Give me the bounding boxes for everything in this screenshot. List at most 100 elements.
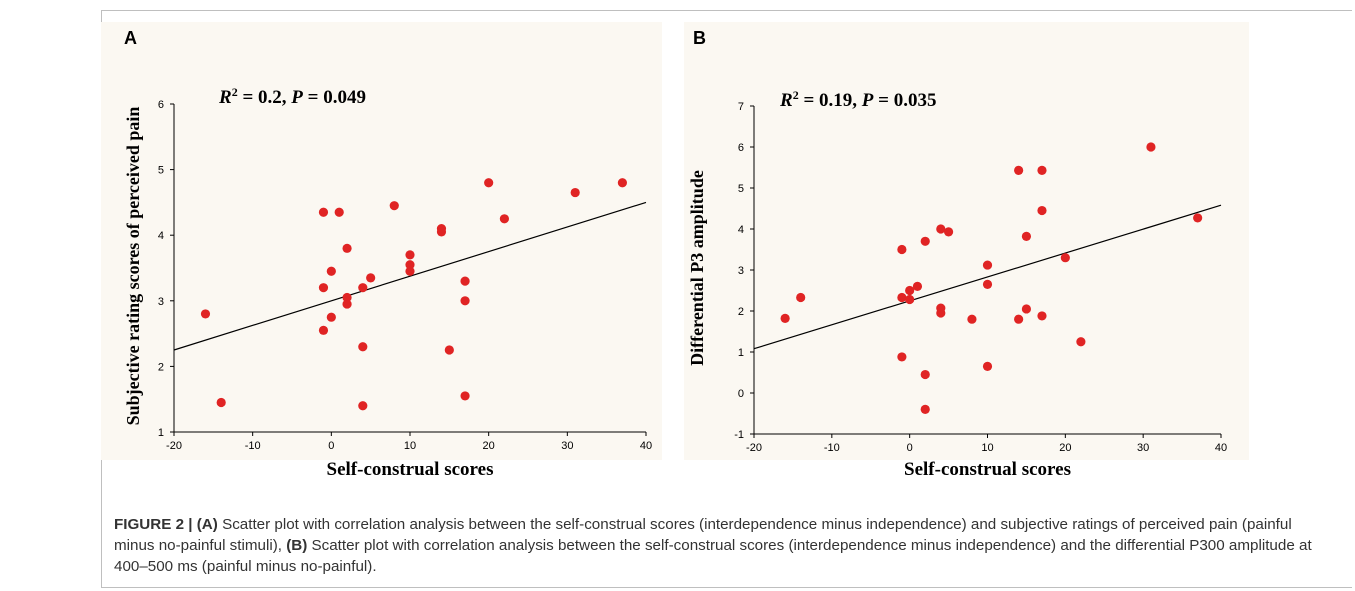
y-tick-label: 6	[738, 142, 744, 154]
data-point	[1037, 165, 1047, 175]
data-point	[1060, 253, 1070, 263]
data-point	[405, 266, 415, 276]
data-point	[897, 244, 907, 255]
data-point	[358, 342, 368, 352]
regression-line	[753, 204, 1222, 350]
data-point	[318, 325, 329, 335]
data-point	[318, 207, 329, 217]
x-tick-label: 10	[404, 440, 416, 452]
data-point	[920, 369, 930, 380]
panel-b-background	[684, 22, 1249, 460]
data-point	[982, 279, 993, 289]
x-tick-label: -10	[824, 442, 840, 454]
data-point	[982, 260, 993, 270]
x-tick-label: 40	[640, 440, 652, 452]
data-point	[617, 178, 628, 188]
data-point	[460, 296, 470, 306]
x-axis-label: Self-construal scores	[904, 459, 1071, 480]
x-tick-label: 30	[561, 440, 573, 452]
r2-superscript: 2	[232, 85, 238, 99]
data-point	[920, 236, 930, 246]
y-tick-label: 2	[158, 361, 164, 373]
y-tick-label: 3	[158, 296, 164, 308]
x-tick-label: 40	[1215, 442, 1227, 454]
y-tick-label: 1	[738, 347, 744, 359]
data-point	[1021, 231, 1032, 241]
data-point	[967, 314, 977, 324]
data-point	[905, 285, 915, 296]
data-point	[484, 178, 494, 188]
x-tick-label: -10	[245, 440, 261, 452]
y-tick-label: 7	[738, 101, 744, 113]
data-point	[499, 214, 509, 224]
x-tick-label: -20	[166, 440, 182, 452]
data-point	[1076, 337, 1086, 347]
data-point	[342, 299, 352, 309]
y-tick-label: 0	[738, 388, 744, 400]
data-point	[342, 243, 352, 253]
x-tick-label: 20	[1059, 442, 1071, 454]
y-tick-label: 3	[738, 265, 744, 277]
data-point	[358, 283, 368, 293]
data-point	[1021, 304, 1032, 314]
data-point	[460, 391, 470, 401]
y-tick-label: 5	[738, 183, 744, 195]
data-point	[897, 292, 907, 303]
panel-b-letter: B	[693, 28, 706, 48]
y-tick-label: 4	[738, 224, 744, 236]
data-point	[366, 273, 376, 283]
data-point	[570, 187, 580, 198]
r2-value: = 0.2,	[238, 87, 292, 108]
data-point	[1014, 165, 1024, 175]
data-point	[200, 309, 211, 319]
y-tick-label: 4	[158, 230, 164, 242]
x-tick-label: -20	[746, 442, 762, 454]
data-point	[444, 345, 454, 355]
chart-group-b: -20 -10 0 10 20 30 40-101234567Self-construal …	[687, 88, 1227, 480]
panel-a-background	[101, 22, 662, 460]
data-point	[216, 397, 226, 408]
y-tick-label: 6	[158, 99, 164, 111]
data-point	[1037, 311, 1047, 321]
caption-part-1: (A)	[196, 516, 218, 533]
r2-value: = 0.19,	[799, 90, 862, 111]
y-tick-label: 1	[158, 427, 164, 439]
panel-a-letter: A	[124, 28, 137, 48]
y-tick-label: 2	[738, 306, 744, 318]
data-point	[460, 276, 470, 286]
chart-group-a: -20 -10 0 10 20 30 40 1 2 3 4 5 6 Self-construal scor…	[123, 85, 652, 480]
x-tick-label: 0	[907, 442, 913, 454]
data-point	[405, 250, 415, 260]
caption-part-2: Scatter plot with correlation analysis b…	[114, 516, 1292, 554]
data-point	[897, 352, 907, 362]
x-tick-label: 10	[981, 442, 993, 454]
y-axis-label: Subjective rating scores of perceived pa…	[123, 107, 143, 426]
x-tick-label: 30	[1137, 442, 1149, 454]
r2-superscript: 2	[793, 88, 799, 102]
data-point	[405, 260, 415, 270]
stats-annotation: R2 = 0.2, P = 0.049	[218, 85, 366, 108]
data-point	[1146, 142, 1156, 152]
data-point	[1037, 205, 1047, 216]
data-point	[326, 312, 336, 322]
data-point	[912, 281, 923, 291]
y-tick-label: 5	[158, 165, 164, 177]
data-point	[796, 292, 806, 303]
caption-label: FIGURE 2 |	[114, 516, 193, 533]
data-point	[905, 294, 915, 305]
y-axis-label: Differential P3 amplitude	[687, 170, 707, 366]
data-point	[1014, 314, 1024, 324]
caption-part-3: (B)	[286, 537, 308, 554]
p-value: = 0.035	[873, 90, 936, 111]
r2-symbol: R	[218, 87, 232, 108]
data-point	[334, 207, 344, 217]
data-point	[943, 227, 954, 237]
x-tick-label: 20	[483, 440, 495, 452]
caption-part-4: Scatter plot with correlation analysis b…	[114, 537, 1312, 575]
data-point	[326, 266, 336, 276]
stats-annotation: R2 = 0.19, P = 0.035	[779, 88, 936, 111]
data-point	[358, 401, 368, 411]
data-point	[318, 283, 329, 293]
